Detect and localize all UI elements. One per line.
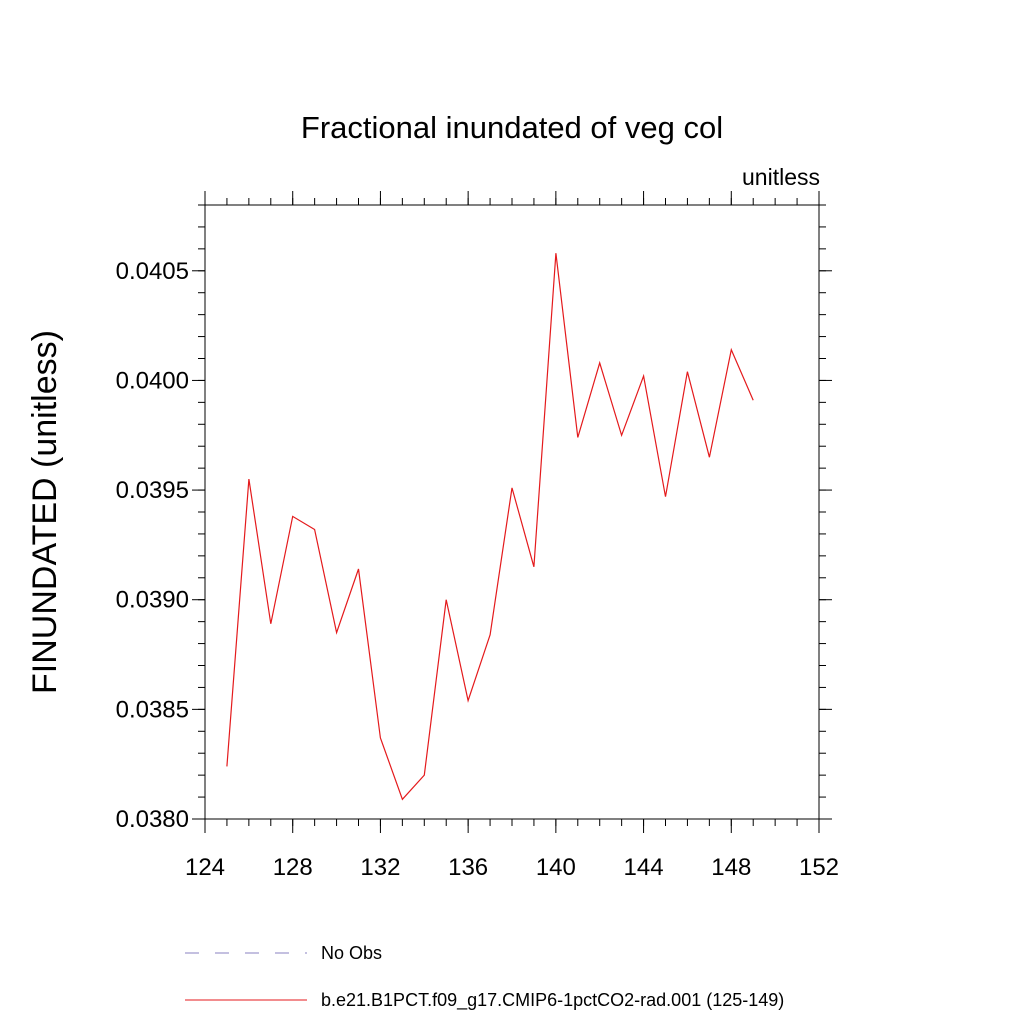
x-tick-label: 128	[273, 854, 313, 881]
y-tick-label: 0.0405	[116, 258, 189, 285]
x-tick-label: 152	[799, 854, 839, 881]
y-tick-label: 0.0400	[116, 367, 189, 394]
y-axis-label: FINUNDATED (unitless)	[26, 330, 64, 694]
units-label: unitless	[742, 164, 820, 190]
y-tick-label: 0.0385	[116, 696, 189, 723]
y-tick-label: 0.0380	[116, 806, 189, 833]
series-line	[226, 253, 754, 801]
plot-frame	[204, 204, 820, 820]
x-tick-label: 144	[624, 854, 664, 881]
x-tick-labels: 124 128 132 136 140 144 148 152	[185, 854, 839, 881]
legend: No Obs b.e21.B1PCT.f09_g17.CMIP6-1pctCO2-…	[185, 943, 784, 1011]
chart-title: Fractional inundated of veg col	[301, 110, 723, 145]
x-tick-label: 132	[360, 854, 400, 881]
series-layer	[226, 253, 754, 801]
y-tick-labels: 0.0380 0.0385 0.0390 0.0395 0.0400 0.0405	[116, 258, 189, 833]
x-tick-label: 124	[185, 854, 225, 881]
legend-label: b.e21.B1PCT.f09_g17.CMIP6-1pctCO2-rad.00…	[321, 990, 784, 1011]
x-tick-label: 136	[448, 854, 488, 881]
y-tick-label: 0.0390	[116, 587, 189, 614]
y-tick-label: 0.0395	[116, 477, 189, 504]
x-tick-label: 148	[711, 854, 751, 881]
x-tick-label: 140	[536, 854, 576, 881]
axis-ticks	[192, 191, 832, 833]
legend-label: No Obs	[321, 943, 382, 963]
